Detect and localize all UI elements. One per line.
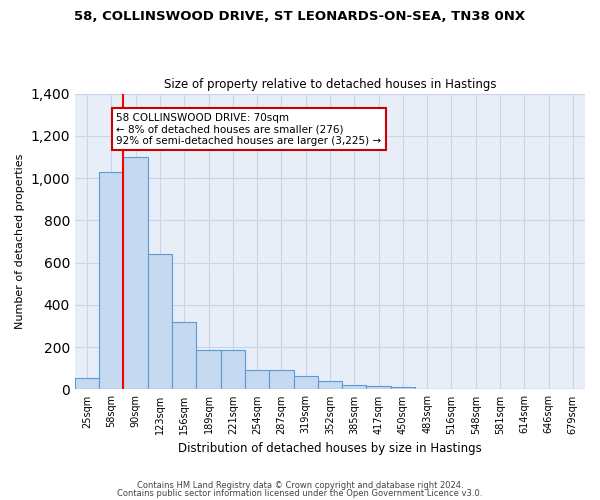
Text: 58 COLLINSWOOD DRIVE: 70sqm
← 8% of detached houses are smaller (276)
92% of sem: 58 COLLINSWOOD DRIVE: 70sqm ← 8% of deta… [116, 112, 382, 146]
Bar [318, 381, 342, 390]
Bar [148, 254, 172, 390]
Bar [124, 157, 148, 390]
Bar [221, 350, 245, 390]
Bar [75, 378, 99, 390]
X-axis label: Distribution of detached houses by size in Hastings: Distribution of detached houses by size … [178, 442, 482, 455]
Bar [196, 350, 221, 390]
Bar [342, 385, 367, 390]
Bar [269, 370, 293, 390]
Bar [391, 388, 415, 390]
Text: 58, COLLINSWOOD DRIVE, ST LEONARDS-ON-SEA, TN38 0NX: 58, COLLINSWOOD DRIVE, ST LEONARDS-ON-SE… [74, 10, 526, 23]
Title: Size of property relative to detached houses in Hastings: Size of property relative to detached ho… [164, 78, 496, 91]
Bar [99, 172, 124, 390]
Bar [245, 370, 269, 390]
Bar [367, 386, 391, 390]
Text: Contains HM Land Registry data © Crown copyright and database right 2024.: Contains HM Land Registry data © Crown c… [137, 481, 463, 490]
Bar [293, 376, 318, 390]
Bar [172, 322, 196, 390]
Text: Contains public sector information licensed under the Open Government Licence v3: Contains public sector information licen… [118, 488, 482, 498]
Y-axis label: Number of detached properties: Number of detached properties [15, 154, 25, 329]
